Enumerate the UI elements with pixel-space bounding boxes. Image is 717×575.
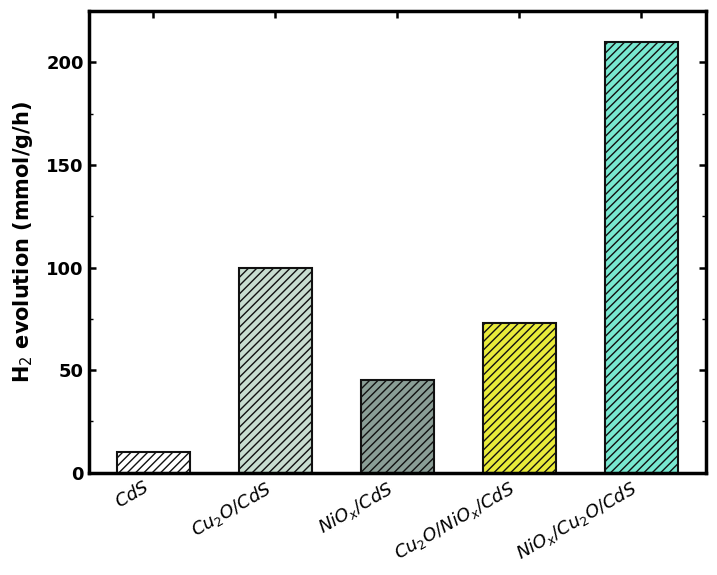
Bar xyxy=(604,42,678,473)
Bar xyxy=(483,323,556,473)
Bar xyxy=(117,452,190,473)
Bar xyxy=(239,267,312,473)
Y-axis label: H$_2$ evolution (mmol/g/h): H$_2$ evolution (mmol/g/h) xyxy=(11,101,35,383)
Bar xyxy=(361,381,434,473)
